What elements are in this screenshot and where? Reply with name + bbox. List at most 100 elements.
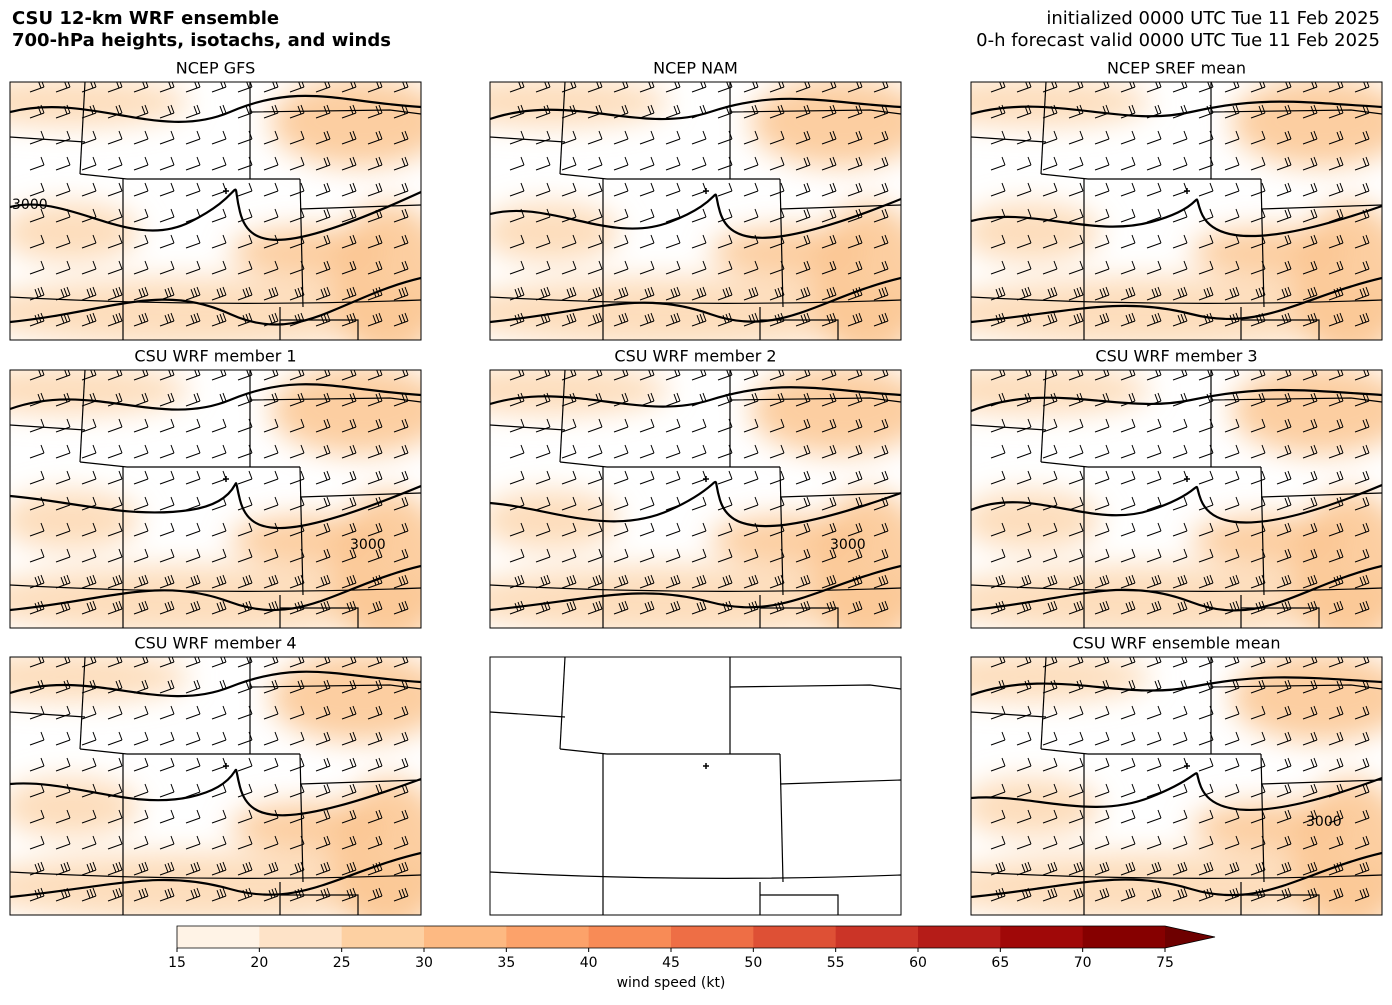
- wind-barb: [159, 809, 175, 824]
- wind-barb: [821, 182, 837, 197]
- wind-barb: [1094, 887, 1110, 902]
- wind-barb: [1016, 260, 1032, 275]
- wind-barb: [1302, 208, 1318, 223]
- wind-barb: [1302, 548, 1318, 563]
- wind-barb: [341, 657, 357, 668]
- wind-barb: [29, 82, 45, 93]
- wind-barb: [990, 286, 1006, 301]
- wind-barb: [55, 600, 71, 615]
- panel-title: NCEP GFS: [176, 59, 255, 78]
- wind-barb: [990, 809, 1006, 824]
- wind-barb: [1172, 392, 1188, 407]
- wind-barb: [613, 82, 629, 93]
- wind-barb: [55, 444, 71, 459]
- state-border: [1210, 397, 1382, 403]
- wind-barb: [29, 418, 45, 433]
- wind-barb: [107, 574, 123, 589]
- wind-barb: [133, 522, 149, 537]
- state-border: [299, 753, 304, 883]
- wind-barb: [873, 156, 889, 171]
- wind-barb: [1068, 887, 1084, 902]
- wind-barb: [341, 757, 357, 772]
- wind-barb: [289, 496, 305, 511]
- wind-barb: [55, 522, 71, 537]
- wind-barb: [1042, 835, 1058, 850]
- wind-barb: [211, 82, 227, 93]
- height-contour: [490, 276, 901, 324]
- wind-barb: [1276, 234, 1292, 249]
- wind-barb: [1198, 260, 1214, 275]
- wind-barb: [1354, 574, 1370, 589]
- wind-barb: [509, 234, 525, 249]
- wind-barb: [159, 783, 175, 798]
- wind-barb: [665, 600, 681, 615]
- wind-barb: [795, 182, 811, 197]
- wind-barb: [1302, 835, 1318, 850]
- wind-barb: [587, 470, 603, 485]
- wind-barb: [81, 705, 97, 720]
- wind-shade: [10, 657, 190, 702]
- wind-barb: [1172, 104, 1188, 119]
- wind-barb: [873, 470, 889, 485]
- wind-barb: [561, 574, 577, 589]
- wind-barb: [29, 522, 45, 537]
- wind-barb: [1120, 705, 1136, 720]
- wind-shade: [1231, 82, 1382, 167]
- wind-barb: [211, 835, 227, 850]
- wind-barb: [795, 234, 811, 249]
- state-border: [299, 204, 421, 210]
- wind-barb: [769, 370, 785, 381]
- wind-barb: [847, 130, 863, 145]
- wind-barb: [1250, 208, 1266, 223]
- wind-barb: [263, 156, 279, 171]
- colorbar-tick-label: 15: [168, 955, 186, 971]
- wind-barb: [1016, 574, 1032, 589]
- wind-barb: [263, 757, 279, 772]
- colorbar-extension: [1165, 926, 1215, 948]
- wind-barb: [743, 234, 759, 249]
- map-content: [490, 370, 901, 628]
- wind-barb: [133, 418, 149, 433]
- wind-barb: [587, 312, 603, 327]
- wind-barb: [289, 783, 305, 798]
- wind-barb: [263, 470, 279, 485]
- wind-barb: [237, 182, 253, 197]
- wind-barb: [1146, 82, 1162, 93]
- wind-barb: [769, 182, 785, 197]
- wind-barb: [1302, 705, 1318, 720]
- wind-barb: [691, 286, 707, 301]
- wind-barb: [1328, 600, 1344, 615]
- wind-barb: [1276, 522, 1292, 537]
- wind-barb: [315, 418, 331, 433]
- wind-barb: [1302, 887, 1318, 902]
- wind-barb: [509, 470, 525, 485]
- wind-barb: [107, 130, 123, 145]
- wind-barb: [315, 370, 331, 381]
- wind-barb: [1016, 861, 1032, 876]
- wind-barb: [873, 548, 889, 563]
- wind-shade: [270, 82, 421, 167]
- wind-barb: [821, 370, 837, 381]
- wind-barb: [1094, 312, 1110, 327]
- wind-shade: [971, 777, 1101, 837]
- wind-barb: [315, 783, 331, 798]
- state-border: [1040, 748, 1089, 755]
- wind-barb: [237, 809, 253, 824]
- wind-barb: [1120, 809, 1136, 824]
- wind-barb: [990, 861, 1006, 876]
- wind-barb: [1224, 757, 1240, 772]
- wind-barb: [133, 444, 149, 459]
- wind-barb: [1094, 444, 1110, 459]
- height-contour: [971, 388, 1382, 413]
- wind-barb: [691, 260, 707, 275]
- wind-barb: [159, 104, 175, 119]
- wind-barb: [795, 82, 811, 93]
- wind-barb: [795, 370, 811, 381]
- wind-barb: [393, 809, 409, 824]
- wind-barb: [561, 496, 577, 511]
- wind-shade: [750, 370, 901, 455]
- wind-barb: [847, 522, 863, 537]
- state-border: [729, 684, 901, 690]
- wind-barb: [509, 260, 525, 275]
- wind-barb: [990, 82, 1006, 93]
